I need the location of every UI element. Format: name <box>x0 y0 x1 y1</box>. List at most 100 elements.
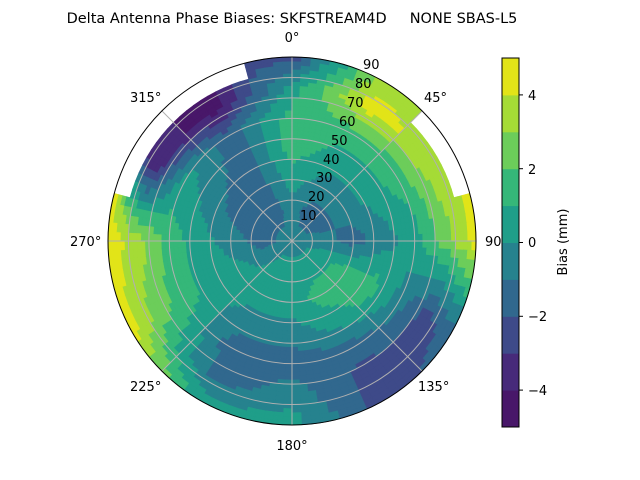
contour-cell <box>291 306 296 311</box>
contour-cell <box>197 245 203 252</box>
contour-cell <box>296 142 303 148</box>
contour-cell <box>291 367 300 373</box>
contour-cell <box>193 230 199 237</box>
contour-cell <box>291 118 299 123</box>
contour-cell <box>197 240 203 247</box>
contour-cell <box>283 387 293 393</box>
contour-cell <box>377 231 383 237</box>
contour-cell <box>410 240 415 248</box>
contour-cell <box>381 235 387 242</box>
contour-cell <box>189 235 195 242</box>
contour-cell <box>442 240 448 250</box>
contour-cell <box>111 231 117 242</box>
contour-cell <box>288 306 293 311</box>
contour-cell <box>291 154 297 160</box>
contour-cell <box>197 235 203 242</box>
contour-cell <box>287 314 293 319</box>
contour-cell <box>291 175 296 181</box>
contour-cell <box>296 150 302 156</box>
contour-cell <box>156 240 162 249</box>
contour-cell <box>173 234 178 242</box>
contour-cell <box>291 387 301 393</box>
contour-cell <box>352 240 358 245</box>
contour-cell <box>385 235 391 242</box>
contour-cell <box>291 355 299 360</box>
contour-cell <box>291 138 298 144</box>
contour-cell <box>201 245 207 251</box>
contour-cell <box>291 350 299 356</box>
contour-cell <box>291 101 300 107</box>
contour-cell <box>189 240 195 247</box>
contour-cell <box>160 240 166 249</box>
contour-cell <box>291 416 302 422</box>
contour-cell <box>385 245 391 252</box>
contour-cell <box>291 318 297 324</box>
contour-cell <box>369 240 375 246</box>
contour-cell <box>442 232 448 242</box>
contour-cell <box>291 158 297 164</box>
contour-cell <box>205 236 211 242</box>
contour-cell <box>282 326 288 332</box>
contour-cell <box>291 371 300 377</box>
contour-cell <box>284 371 293 377</box>
contour-cell <box>205 240 211 246</box>
contour-cell <box>365 240 370 246</box>
contour-cell <box>291 359 299 364</box>
contour-cell <box>426 233 432 242</box>
contour-cell <box>201 240 207 247</box>
contour-cell <box>361 240 366 246</box>
contour-cell <box>226 237 232 242</box>
contour-cell <box>291 130 299 136</box>
contour-cell <box>169 240 174 248</box>
contour-cell <box>296 326 302 332</box>
contour-cell <box>285 359 293 364</box>
contour-cell <box>222 240 227 245</box>
contour-cell <box>291 412 302 418</box>
contour-cell <box>285 350 293 356</box>
contour-cell <box>160 233 166 242</box>
contour-cell <box>226 240 232 245</box>
contour-cell <box>111 240 117 251</box>
contour-cell <box>356 233 362 238</box>
contour-cell <box>364 232 370 238</box>
contour-cell <box>291 64 302 70</box>
contour-cell <box>222 244 228 249</box>
contour-cell <box>284 375 293 381</box>
contour-cell <box>291 330 298 336</box>
contour-cell <box>119 231 125 242</box>
contour-cell <box>291 122 299 127</box>
contour-cell <box>152 240 158 249</box>
contour-cell <box>463 240 469 251</box>
contour-cell <box>136 232 142 242</box>
contour-cell <box>214 236 219 242</box>
contour-cell <box>357 240 362 245</box>
contour-cell <box>291 89 301 95</box>
contour-cell <box>291 150 298 156</box>
contour-cell <box>291 408 302 414</box>
contour-cell <box>291 301 296 307</box>
contour-cell <box>218 236 223 242</box>
contour-cell <box>389 235 395 242</box>
contour-cell <box>283 395 293 401</box>
contour-cell <box>291 375 300 381</box>
contour-cell <box>285 355 293 360</box>
contour-cell <box>381 230 387 237</box>
contour-cell <box>385 240 391 247</box>
contour-cell <box>286 334 293 340</box>
contour-cell <box>296 330 303 336</box>
contour-cell <box>410 234 415 242</box>
contour-cell <box>361 236 366 242</box>
contour-cell <box>422 240 428 249</box>
contour-cell <box>291 146 298 152</box>
contour-cell <box>287 310 293 315</box>
contour-cell <box>152 233 158 242</box>
contour-cell <box>132 232 138 242</box>
contour-cell <box>422 233 428 242</box>
contour-cell <box>401 234 407 242</box>
contour-cell <box>418 240 424 249</box>
chart-title: Delta Antenna Phase Biases: SKFSTREAM4D … <box>67 11 518 27</box>
contour-cell <box>136 240 142 250</box>
contour-cell <box>291 142 298 148</box>
contour-cell <box>438 232 444 242</box>
contour-cell <box>218 244 224 250</box>
